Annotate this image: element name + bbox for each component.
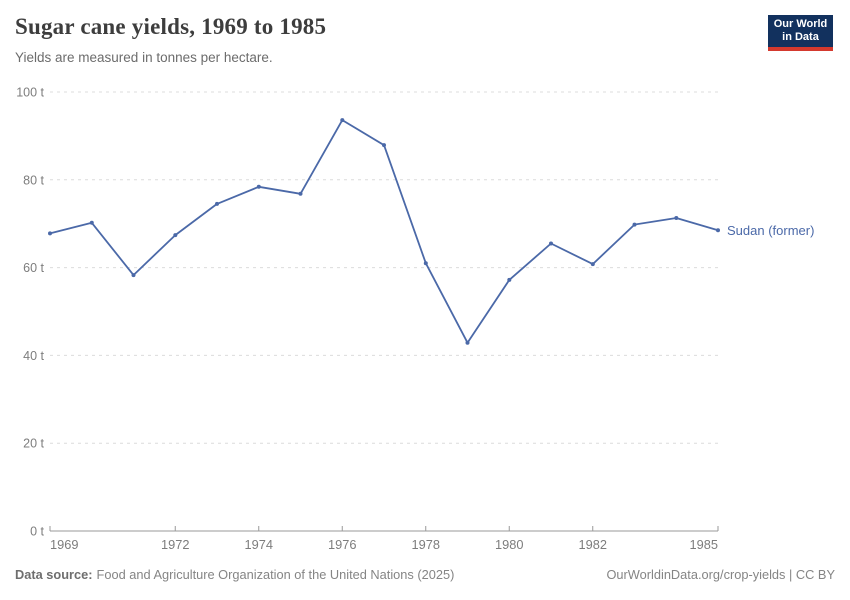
owid-logo[interactable]: Our World in Data xyxy=(768,15,833,51)
series-label-sudan-former[interactable]: Sudan (former) xyxy=(727,223,814,238)
x-axis-label-1982: 1982 xyxy=(579,537,607,552)
data-source-text: Food and Agriculture Organization of the… xyxy=(96,567,455,582)
data-point-1973[interactable] xyxy=(215,201,219,206)
footer-citation-link[interactable]: OurWorldinData.org/crop-yields | CC BY xyxy=(606,567,835,582)
data-point-1985[interactable] xyxy=(716,228,720,233)
data-point-1971[interactable] xyxy=(131,273,136,278)
data-point-1970[interactable] xyxy=(89,220,94,225)
y-axis-label-0: 0 t xyxy=(30,525,44,539)
data-point-1984[interactable] xyxy=(674,216,679,220)
data-point-1979[interactable] xyxy=(465,340,470,345)
y-axis-label-80: 80 t xyxy=(23,173,44,187)
chart-footer: Data source: Food and Agriculture Organiz… xyxy=(15,567,835,582)
owid-logo-line2: in Data xyxy=(782,31,819,43)
data-point-1974[interactable] xyxy=(256,184,261,189)
x-axis-label-1969: 1969 xyxy=(50,537,78,552)
y-axis-label-20: 20 t xyxy=(23,437,44,451)
chart-subtitle: Yields are measured in tonnes per hectar… xyxy=(15,50,273,65)
data-point-1976[interactable] xyxy=(340,118,345,123)
data-point-1972[interactable] xyxy=(173,233,178,238)
y-axis-label-60: 60 t xyxy=(23,261,44,275)
series-line-sudan-former[interactable] xyxy=(49,119,719,344)
x-axis-label-1978: 1978 xyxy=(412,537,440,552)
page-title: Sugar cane yields, 1969 to 1985 xyxy=(15,14,327,39)
x-axis-label-1980: 1980 xyxy=(495,537,523,552)
x-axis-label-1985: 1985 xyxy=(690,537,718,552)
data-source: Data source: Food and Agriculture Organiz… xyxy=(15,567,454,582)
owid-logo-line1: Our World xyxy=(773,18,828,30)
data-point-1977[interactable] xyxy=(382,143,386,148)
data-point-1978[interactable] xyxy=(423,261,428,266)
data-point-1981[interactable] xyxy=(549,241,553,246)
y-axis-label-40: 40 t xyxy=(23,349,44,363)
data-point-1982[interactable] xyxy=(590,262,595,267)
data-point-1975[interactable] xyxy=(298,191,303,196)
data-point-1980[interactable] xyxy=(507,277,512,282)
x-axis-label-1972: 1972 xyxy=(161,537,189,552)
x-axis-label-1974: 1974 xyxy=(245,537,273,552)
data-source-label: Data source: xyxy=(15,567,93,582)
y-axis-label-100: 100 t xyxy=(16,86,44,100)
data-point-1969[interactable] xyxy=(48,231,52,236)
x-axis-label-1976: 1976 xyxy=(328,537,356,552)
data-point-1983[interactable] xyxy=(632,222,637,227)
